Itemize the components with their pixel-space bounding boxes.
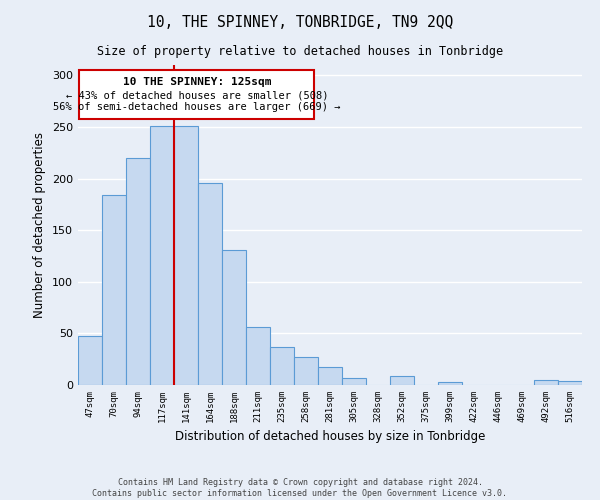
Text: 56% of semi-detached houses are larger (669) →: 56% of semi-detached houses are larger (… — [53, 102, 341, 112]
Bar — [150, 126, 174, 385]
FancyBboxPatch shape — [79, 70, 314, 118]
Bar — [126, 158, 150, 385]
Bar — [534, 380, 558, 385]
Bar — [78, 336, 102, 385]
Bar — [390, 376, 414, 385]
Text: 10 THE SPINNEY: 125sqm: 10 THE SPINNEY: 125sqm — [122, 78, 271, 88]
Text: 10, THE SPINNEY, TONBRIDGE, TN9 2QQ: 10, THE SPINNEY, TONBRIDGE, TN9 2QQ — [147, 15, 453, 30]
Bar — [198, 182, 222, 385]
Bar — [318, 368, 342, 385]
Bar — [558, 381, 582, 385]
Bar — [294, 357, 318, 385]
Text: Contains HM Land Registry data © Crown copyright and database right 2024.
Contai: Contains HM Land Registry data © Crown c… — [92, 478, 508, 498]
Bar — [438, 382, 462, 385]
X-axis label: Distribution of detached houses by size in Tonbridge: Distribution of detached houses by size … — [175, 430, 485, 444]
Bar — [174, 126, 198, 385]
Bar — [270, 347, 294, 385]
Bar — [222, 250, 246, 385]
Bar — [342, 378, 366, 385]
Bar — [246, 327, 270, 385]
Text: Size of property relative to detached houses in Tonbridge: Size of property relative to detached ho… — [97, 45, 503, 58]
Y-axis label: Number of detached properties: Number of detached properties — [34, 132, 46, 318]
Bar — [102, 195, 126, 385]
Text: ← 43% of detached houses are smaller (508): ← 43% of detached houses are smaller (50… — [65, 91, 328, 101]
